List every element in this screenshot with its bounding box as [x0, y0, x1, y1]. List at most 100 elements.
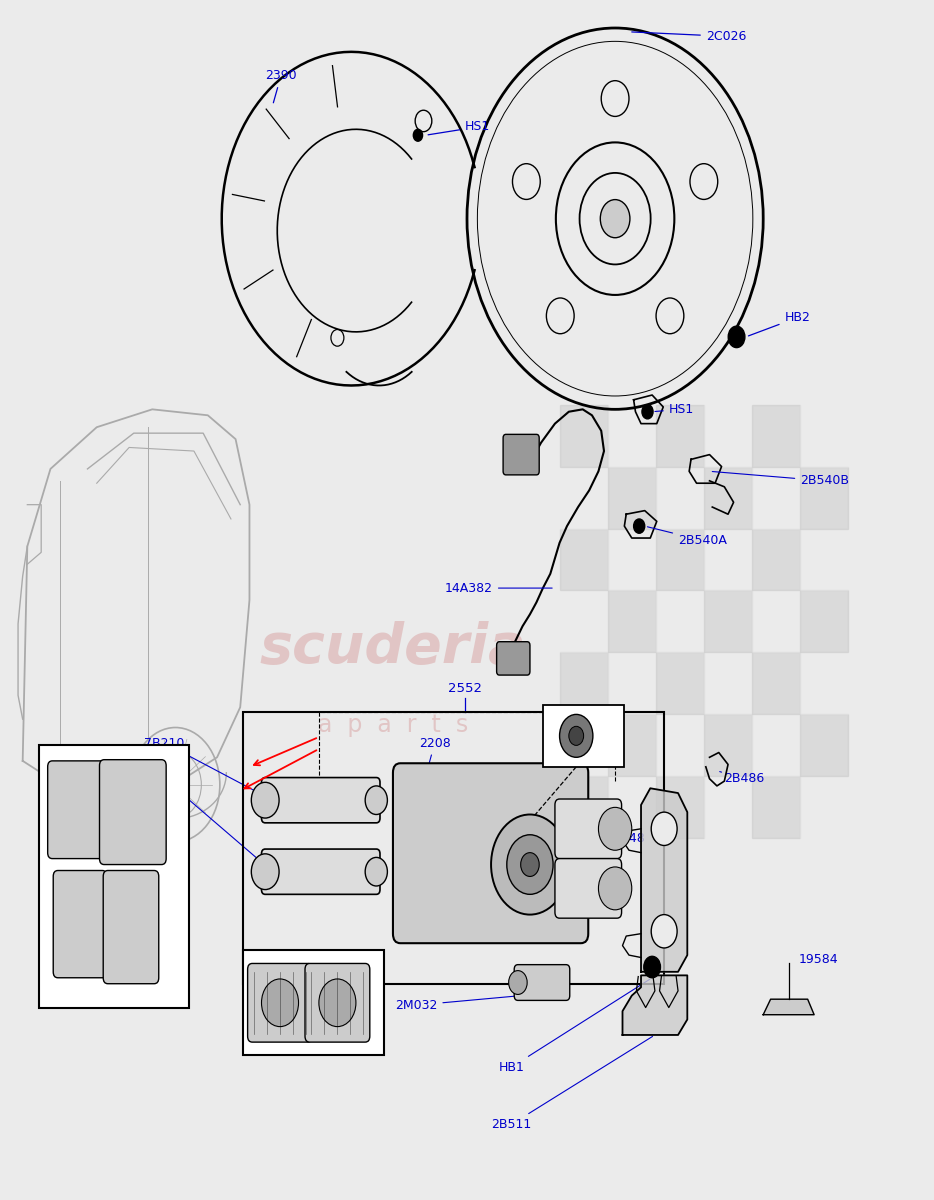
Text: HS1: HS1	[655, 403, 694, 416]
Text: 19584: 19584	[799, 953, 838, 966]
Bar	[704, 714, 752, 776]
Circle shape	[633, 518, 644, 533]
Bar	[752, 404, 800, 467]
Bar	[704, 467, 752, 528]
Text: 2B486: 2B486	[720, 772, 765, 785]
Circle shape	[507, 835, 553, 894]
Text: 2B540B: 2B540B	[713, 472, 849, 487]
Bar	[704, 404, 752, 467]
Bar	[800, 714, 848, 776]
FancyBboxPatch shape	[555, 858, 622, 918]
Text: 2M032: 2M032	[395, 996, 518, 1012]
Bar	[704, 776, 752, 839]
Text: 2390: 2390	[265, 70, 297, 103]
Circle shape	[599, 866, 631, 910]
Text: 19D528: 19D528	[282, 971, 332, 988]
Text: 14A382: 14A382	[445, 582, 552, 594]
Bar	[559, 467, 608, 528]
Circle shape	[559, 714, 593, 757]
Text: HS1: HS1	[428, 120, 490, 134]
Bar	[800, 404, 848, 467]
Bar	[608, 653, 656, 714]
Polygon shape	[763, 1000, 814, 1015]
Bar	[559, 714, 608, 776]
Bar	[656, 404, 704, 467]
FancyBboxPatch shape	[393, 763, 588, 943]
Polygon shape	[641, 788, 687, 972]
Bar	[656, 590, 704, 653]
Bar	[559, 776, 608, 839]
Text: 2L548: 2L548	[606, 832, 644, 877]
Bar	[39, 745, 190, 1008]
Text: 19D528: 19D528	[282, 972, 336, 1024]
FancyBboxPatch shape	[497, 642, 530, 676]
Bar	[559, 590, 608, 653]
Circle shape	[569, 726, 584, 745]
Bar	[752, 776, 800, 839]
Circle shape	[651, 812, 677, 846]
Circle shape	[599, 808, 631, 851]
Bar	[559, 404, 608, 467]
Bar	[559, 528, 608, 590]
Text: HB2: HB2	[748, 311, 811, 336]
Text: a  p  a  r  t  s: a p a r t s	[318, 713, 468, 737]
Bar	[752, 467, 800, 528]
Text: 2C026: 2C026	[631, 30, 746, 43]
Circle shape	[318, 979, 356, 1027]
Circle shape	[365, 786, 388, 815]
FancyBboxPatch shape	[100, 760, 166, 864]
Bar	[608, 467, 656, 528]
Circle shape	[365, 857, 388, 886]
Text: 7B210: 7B210	[144, 773, 271, 870]
Bar	[243, 950, 384, 1055]
Text: 2B540A: 2B540A	[647, 527, 727, 547]
Bar	[559, 653, 608, 714]
Circle shape	[251, 854, 279, 889]
Bar	[243, 712, 664, 984]
Bar	[800, 776, 848, 839]
Text: scuderia: scuderia	[260, 620, 526, 674]
FancyBboxPatch shape	[503, 434, 539, 475]
Bar	[800, 653, 848, 714]
Bar	[704, 528, 752, 590]
Bar	[656, 653, 704, 714]
Bar	[800, 528, 848, 590]
Circle shape	[414, 130, 422, 142]
Bar	[800, 467, 848, 528]
FancyBboxPatch shape	[305, 964, 370, 1042]
Circle shape	[601, 199, 630, 238]
Text: 2L126: 2L126	[569, 737, 607, 750]
Bar	[752, 714, 800, 776]
Text: 2552: 2552	[448, 683, 482, 695]
Text: 7B210: 7B210	[144, 737, 270, 799]
Bar	[656, 528, 704, 590]
FancyBboxPatch shape	[262, 778, 380, 823]
FancyBboxPatch shape	[104, 870, 159, 984]
Bar	[656, 776, 704, 839]
Bar	[704, 653, 752, 714]
Text: 2L126: 2L126	[569, 733, 607, 746]
Circle shape	[644, 956, 660, 978]
Circle shape	[491, 815, 569, 914]
Bar	[752, 590, 800, 653]
Bar	[752, 653, 800, 714]
Circle shape	[642, 404, 653, 419]
Bar	[800, 590, 848, 653]
Text: HB1: HB1	[499, 979, 650, 1074]
Circle shape	[509, 971, 527, 995]
Circle shape	[520, 853, 539, 876]
FancyBboxPatch shape	[53, 870, 106, 978]
Polygon shape	[623, 976, 687, 1034]
Bar	[608, 404, 656, 467]
Circle shape	[251, 782, 279, 818]
Text: 2208: 2208	[407, 737, 450, 841]
Bar	[656, 467, 704, 528]
FancyBboxPatch shape	[248, 964, 312, 1042]
FancyBboxPatch shape	[262, 850, 380, 894]
Bar	[543, 704, 624, 767]
Circle shape	[262, 979, 299, 1027]
Circle shape	[651, 914, 677, 948]
Bar	[608, 714, 656, 776]
Bar	[608, 776, 656, 839]
Text: 2M008: 2M008	[113, 882, 156, 917]
